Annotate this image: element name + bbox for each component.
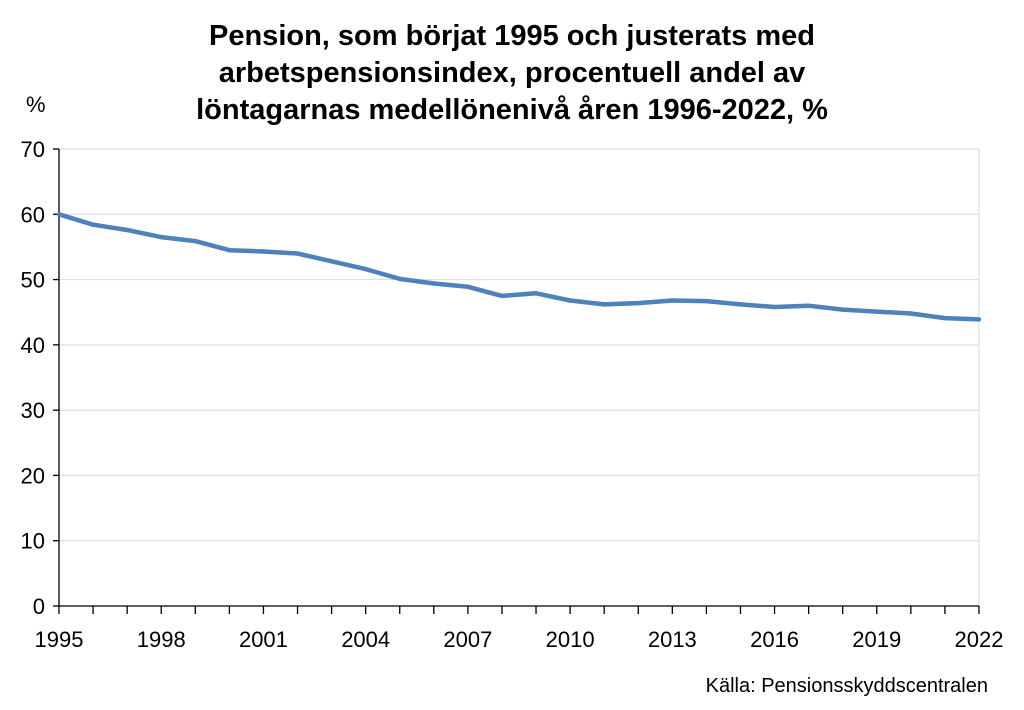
data-point bbox=[329, 259, 334, 264]
axes bbox=[53, 148, 980, 614]
data-point bbox=[908, 311, 914, 316]
data-point bbox=[397, 276, 402, 282]
data-point bbox=[465, 284, 471, 289]
series-line bbox=[58, 212, 980, 322]
data-point bbox=[227, 247, 232, 253]
data-point bbox=[874, 309, 879, 314]
chart-title-line-3: löntagarnas medellönenivå åren 1996-2022… bbox=[196, 94, 828, 126]
gridlines bbox=[59, 148, 980, 606]
x-tick-label: 2022 bbox=[955, 627, 1004, 652]
data-point bbox=[942, 315, 948, 321]
data-point bbox=[772, 304, 777, 310]
y-tick-label: 60 bbox=[21, 202, 45, 227]
chart-title-line-2: arbetspensionsindex, procentuell andel a… bbox=[218, 57, 806, 89]
y-tick-labels: 0 10 20 30 40 50 60 70 bbox=[21, 137, 45, 619]
data-point bbox=[601, 302, 607, 307]
data-point bbox=[261, 249, 266, 254]
y-axis-label: % bbox=[26, 92, 46, 117]
x-tick-label: 2016 bbox=[750, 627, 799, 652]
x-tick-label: 2019 bbox=[852, 627, 901, 652]
data-point bbox=[738, 302, 743, 307]
x-tick-label: 2001 bbox=[239, 627, 288, 652]
x-tick-label: 2007 bbox=[443, 627, 492, 652]
data-point bbox=[636, 300, 641, 306]
y-tick-label: 10 bbox=[21, 529, 45, 554]
data-point bbox=[431, 281, 437, 286]
data-point bbox=[124, 227, 130, 233]
y-tick-label: 40 bbox=[21, 333, 45, 358]
y-tick-label: 20 bbox=[21, 463, 45, 488]
data-point bbox=[976, 317, 982, 322]
data-point bbox=[840, 307, 845, 312]
chart-title: Pension, som börjat 1995 och justerats m… bbox=[0, 18, 1024, 129]
data-point bbox=[159, 234, 164, 240]
data-point bbox=[499, 293, 505, 299]
chart-title-line-1: Pension, som börjat 1995 och justerats m… bbox=[209, 20, 815, 52]
series-group bbox=[56, 212, 982, 322]
x-tick-labels: 1995 1998 2001 2004 2007 2010 2013 2016 2019 2022 bbox=[35, 627, 1004, 652]
data-point bbox=[90, 222, 96, 227]
data-point bbox=[295, 251, 300, 256]
x-tick-label: 1995 bbox=[35, 627, 84, 652]
data-point bbox=[363, 266, 368, 272]
x-tick-label: 1998 bbox=[137, 627, 186, 652]
data-point bbox=[806, 303, 811, 308]
y-tick-label: 0 bbox=[33, 594, 45, 619]
x-tick-label: 2010 bbox=[546, 627, 595, 652]
data-point bbox=[533, 291, 539, 296]
data-point bbox=[56, 212, 62, 217]
data-point bbox=[193, 238, 198, 244]
data-point bbox=[670, 298, 675, 303]
source-note: Källa: Pensionsskyddscentralen bbox=[705, 675, 988, 697]
data-point bbox=[704, 298, 709, 304]
y-tick-label: 70 bbox=[21, 137, 45, 162]
data-point bbox=[567, 298, 573, 303]
y-tick-label: 50 bbox=[21, 268, 45, 293]
y-tick-label: 30 bbox=[21, 398, 45, 423]
x-tick-label: 2004 bbox=[341, 627, 390, 652]
x-tick-label: 2013 bbox=[648, 627, 697, 652]
